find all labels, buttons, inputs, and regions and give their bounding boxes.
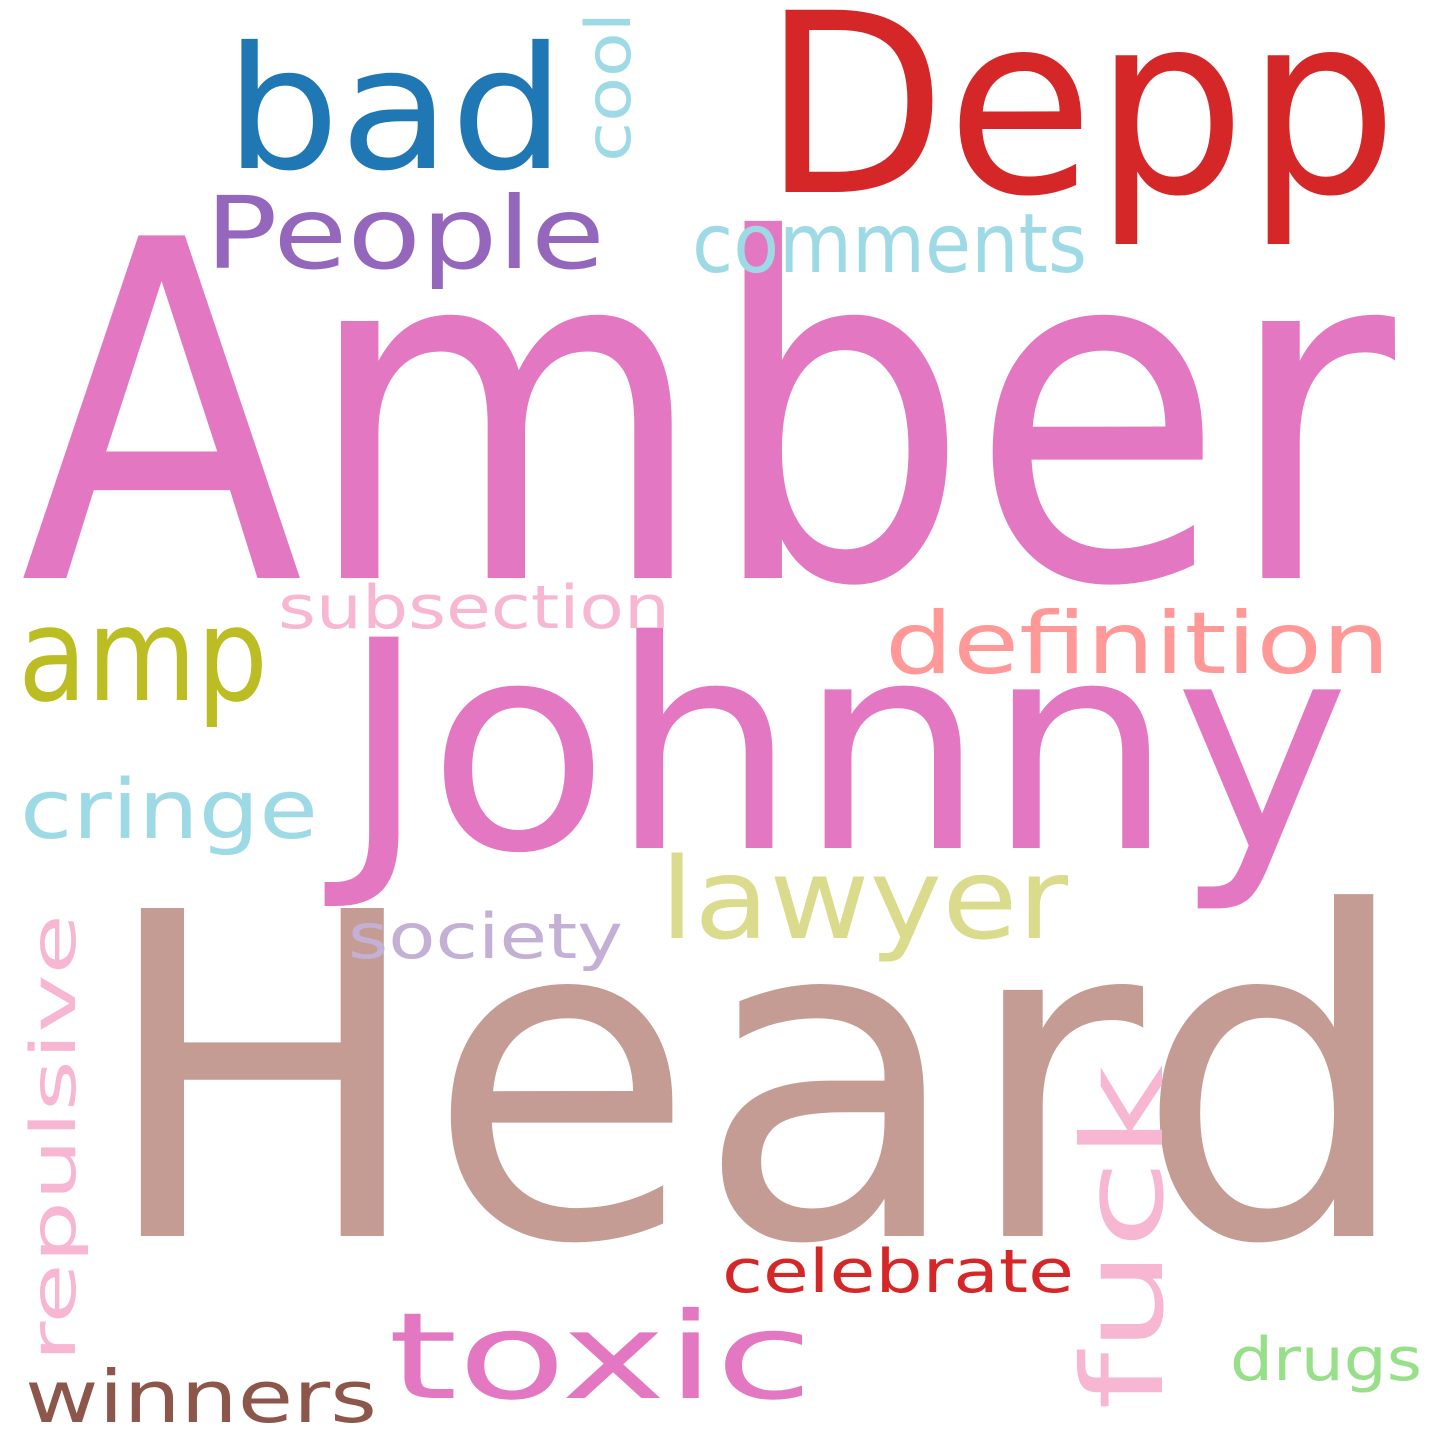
word-subsection: subsection: [278, 573, 670, 643]
word-bad: bad: [225, 11, 565, 209]
word-depp: Depp: [762, 0, 1398, 251]
word-lawyer: lawyer: [660, 835, 1069, 965]
word-definition: definition: [885, 594, 1390, 694]
word-winners: winners: [25, 1355, 377, 1439]
word-comments: comments: [692, 197, 1087, 292]
word-celebrate: celebrate: [722, 1237, 1074, 1307]
word-people: People: [205, 175, 605, 292]
word-toxic: toxic: [388, 1288, 813, 1427]
word-fuck: fuck: [1059, 1065, 1189, 1410]
word-heard: Heard: [98, 819, 1413, 1343]
word-amp: amp: [18, 579, 268, 731]
word-society: society: [348, 900, 623, 973]
word-drugs: drugs: [1230, 1325, 1422, 1395]
word-amber: Amber: [20, 142, 1399, 689]
word-repulsive: repulsive: [17, 914, 90, 1362]
word-cringe: cringe: [20, 763, 318, 858]
word-johnny: Johnny: [321, 580, 1350, 917]
word-cool: cool: [572, 12, 645, 162]
